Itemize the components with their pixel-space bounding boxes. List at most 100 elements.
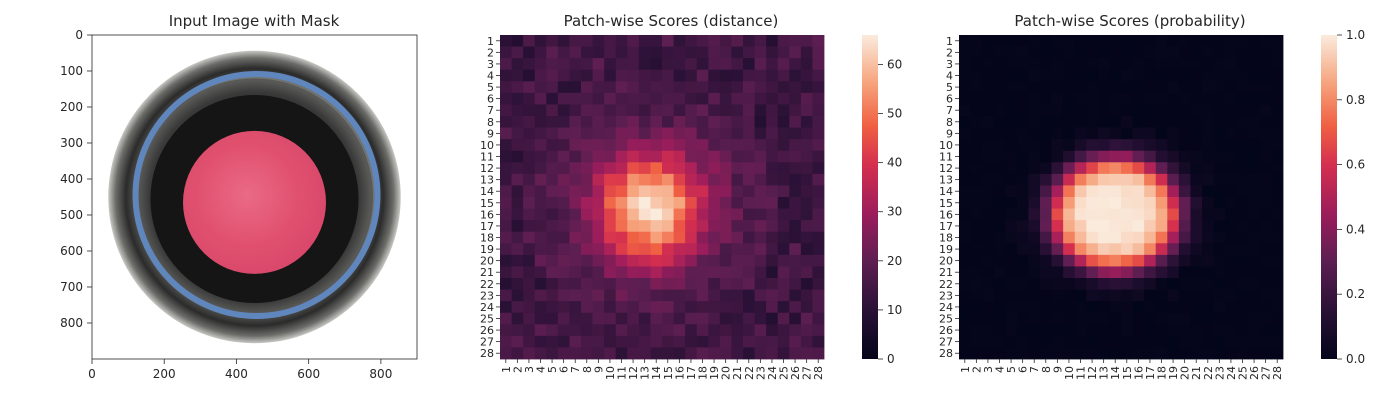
heatmap-cell <box>1248 278 1261 290</box>
heatmap-cell <box>627 254 640 267</box>
heatmap-cell <box>1074 220 1087 233</box>
heatmap-cell <box>789 173 802 186</box>
heatmap-cell <box>731 324 744 337</box>
heatmap-cell <box>1121 35 1133 47</box>
heatmap-cell <box>754 116 767 128</box>
heatmap-cell <box>812 278 825 290</box>
heatmap-cell <box>1248 220 1261 233</box>
heatmap-cell <box>1063 69 1076 82</box>
heatmap-cell <box>789 104 802 117</box>
heatmap-cell <box>1051 347 1064 360</box>
heatmap-cell <box>1097 46 1110 59</box>
heatmap-cell <box>1063 243 1076 256</box>
heatmap-cell <box>1271 347 1284 360</box>
heatmap-cell <box>1202 208 1214 221</box>
heatmap-cell <box>592 243 605 256</box>
heatmap-cell <box>534 289 547 302</box>
heatmap-cell <box>993 69 1006 82</box>
heatmap-cell <box>546 58 559 71</box>
col-label: 27 <box>801 366 814 380</box>
heatmap-cell <box>673 289 686 302</box>
heatmap-cell <box>500 347 512 360</box>
heatmap-cell <box>592 81 605 94</box>
heatmap-cell <box>1271 92 1284 105</box>
heatmap-cell <box>766 58 779 71</box>
heatmap-cell <box>1167 335 1180 348</box>
heatmap-cell <box>1005 92 1018 105</box>
heatmap-cell <box>500 208 512 221</box>
heatmap-cell <box>1178 35 1191 47</box>
row-label: 13 <box>480 174 494 187</box>
heatmap-cell <box>650 150 663 163</box>
heatmap-cell <box>1178 278 1191 290</box>
image-y-tick-label: 0 <box>75 28 83 42</box>
heatmap-cell <box>1016 278 1029 290</box>
heatmap-cell <box>1178 231 1191 244</box>
col-label: 2 <box>970 366 983 373</box>
heatmap-cell <box>696 139 709 152</box>
heatmap-cell <box>1074 289 1087 302</box>
heatmap-cell <box>650 289 663 302</box>
heatmap-cell <box>959 46 971 59</box>
heatmap-cell <box>500 335 512 348</box>
heatmap-cell <box>1190 254 1203 267</box>
heatmap-cell <box>1086 104 1099 117</box>
heatmap-cell <box>1109 266 1122 279</box>
heatmap-cell <box>754 104 767 117</box>
heatmap-cell <box>1005 243 1018 256</box>
heatmap-cell <box>534 220 547 233</box>
heatmap-cell <box>1236 92 1249 105</box>
heatmap-cell <box>534 150 547 163</box>
heatmap-cell <box>800 92 813 105</box>
row-label: 3 <box>946 58 953 71</box>
heatmap-cell <box>673 81 686 94</box>
heatmap-cell <box>1144 289 1157 302</box>
heatmap-cell <box>708 208 721 221</box>
row-label: 4 <box>487 70 494 83</box>
heatmap-cell <box>743 69 755 82</box>
heatmap-cell <box>638 150 651 163</box>
heatmap-cell <box>1259 347 1272 360</box>
heatmap-cell <box>569 116 582 128</box>
heatmap-cell <box>970 139 983 152</box>
heatmap-cell <box>766 208 779 221</box>
heatmap-cell <box>546 312 559 325</box>
heatmap-cell <box>777 312 790 325</box>
heatmap-cell <box>1259 289 1272 302</box>
heatmap-cell <box>743 278 755 290</box>
image-y-tick-label: 700 <box>60 280 83 294</box>
heatmap-cell <box>1155 69 1168 82</box>
heatmap-cell <box>982 139 995 152</box>
heatmap-cell <box>1259 173 1272 186</box>
row-label: 2 <box>487 46 494 59</box>
heatmap-cell <box>1063 58 1076 71</box>
heatmap-cell <box>1178 324 1191 337</box>
heatmap-cell <box>557 254 570 267</box>
heatmap-cell <box>1202 116 1214 128</box>
heatmap-cell <box>993 301 1006 314</box>
heatmap-cell <box>800 150 813 163</box>
heatmap-cell <box>812 139 825 152</box>
heatmap-cell <box>743 173 755 186</box>
heatmap-cell <box>789 81 802 94</box>
heatmap-cell <box>1190 35 1203 47</box>
heatmap-cell <box>1132 139 1145 152</box>
heatmap-cell <box>523 116 536 128</box>
heatmap-cell <box>719 35 732 47</box>
heatmap-cell <box>1028 197 1041 209</box>
heatmap-cell <box>604 69 617 82</box>
heatmap-cell <box>982 127 995 140</box>
heatmap-cell <box>662 162 674 175</box>
heatmap-cell <box>638 173 651 186</box>
heatmap-cell <box>1213 197 1226 209</box>
heatmap-cell <box>557 312 570 325</box>
probability-col-labels: 1234567891011121314151617181920212223242… <box>959 359 1284 380</box>
heatmap-cell <box>1028 301 1041 314</box>
heatmap-cell <box>789 197 802 209</box>
heatmap-cell <box>1132 173 1145 186</box>
heatmap-cell <box>1051 46 1064 59</box>
heatmap-cell <box>534 278 547 290</box>
heatmap-cell <box>1202 162 1214 175</box>
heatmap-cell <box>1097 347 1110 360</box>
heatmap-cell <box>1040 185 1052 198</box>
